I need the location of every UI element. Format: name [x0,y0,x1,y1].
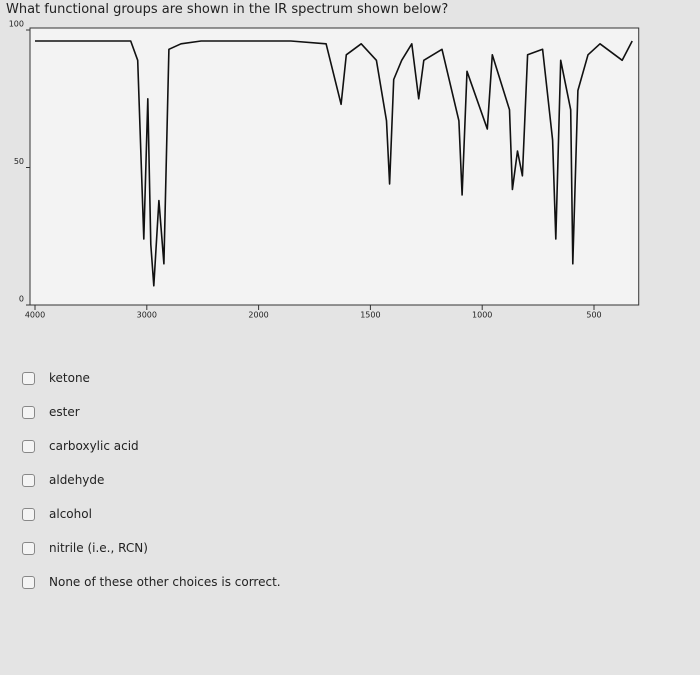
question: What functional groups are shown in the … [6,2,449,17]
option-label[interactable]: None of these other choices is correct. [49,575,281,589]
checkbox[interactable] [22,473,35,487]
answer-option[interactable]: None of these other choices is correct. [22,573,281,591]
option-label[interactable]: carboxylic acid [49,439,139,453]
y-tick-label: 0 [19,295,24,304]
spectrum-chart: 0 50 100 4000 3000 2000 1500 1000 500 [9,20,640,320]
option-label[interactable]: alcohol [49,507,92,521]
checkbox[interactable] [22,507,35,521]
x-tick-label: 2000 [248,311,268,320]
option-label[interactable]: aldehyde [49,473,105,487]
y-tick-label: 100 [9,20,24,29]
plot-area [29,27,640,306]
checkbox[interactable] [22,439,35,453]
option-label[interactable]: ketone [49,371,90,385]
x-tick-label: 500 [586,311,601,320]
answer-option[interactable]: carboxylic acid [22,437,139,455]
checkbox[interactable] [22,575,35,589]
option-label[interactable]: ester [49,405,80,419]
answer-option[interactable]: ketone [22,369,90,387]
answer-option[interactable]: ester [22,403,80,421]
option-label[interactable]: nitrile (i.e., RCN) [49,541,148,555]
y-tick-label: 50 [14,157,24,166]
answer-option[interactable]: nitrile (i.e., RCN) [22,539,148,557]
answer-option[interactable]: aldehyde [22,471,104,489]
x-tick-label: 4000 [25,311,45,320]
x-tick-label: 1500 [360,311,380,320]
checkbox[interactable] [22,541,35,555]
answer-option[interactable]: alcohol [22,505,92,523]
checkbox[interactable] [22,405,35,419]
x-tick-label: 3000 [137,311,157,320]
x-tick-label: 1000 [472,311,492,320]
checkbox[interactable] [22,371,35,385]
spectrum-line [35,40,633,287]
